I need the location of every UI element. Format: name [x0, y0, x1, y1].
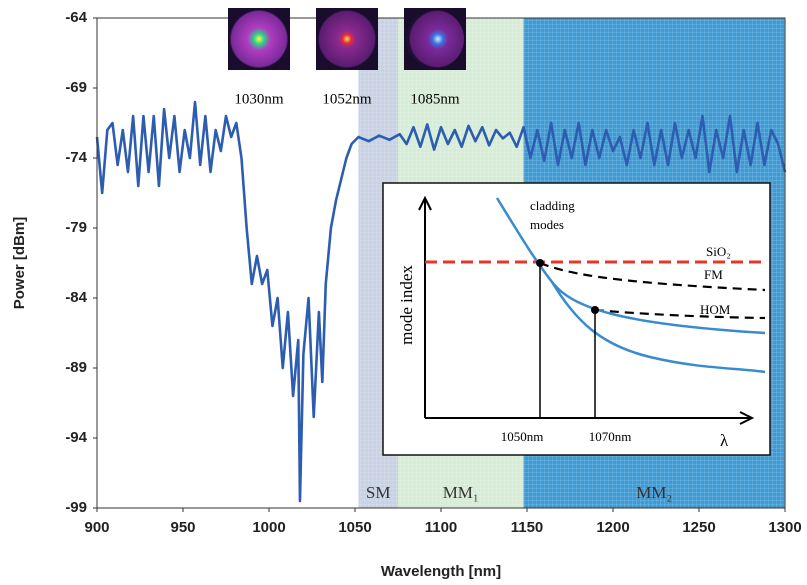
data-line [95, 100, 787, 503]
mode-image-label: 1085nm [410, 91, 460, 107]
x-tick-label: 1050 [338, 519, 371, 536]
inset: cladding modes SiO₂ FM HOM mode index λ … [382, 182, 771, 456]
region-label: MM₂ [636, 483, 672, 502]
marker-dot [591, 306, 599, 314]
x-tick-label: 1200 [596, 519, 629, 536]
x-tick-label: 1250 [682, 519, 715, 536]
y-tick-label: -79 [65, 219, 87, 236]
y-tick-label: -94 [65, 429, 87, 446]
inset-label: 1050nm [501, 429, 544, 444]
x-tick-label: 950 [170, 519, 195, 536]
mode-images: 1030nm 1052nm 1085nm [228, 8, 466, 107]
x-tick-label: 1150 [511, 519, 544, 536]
x-tick-label: 1100 [425, 519, 458, 536]
mode-image-label: 1030nm [234, 91, 284, 107]
marker-dot [536, 259, 544, 267]
inset-frame [382, 182, 771, 456]
y-tick-label: -84 [65, 289, 87, 306]
inset-label: cladding [530, 198, 575, 213]
mode-image [406, 10, 464, 68]
y-tick-label: -89 [65, 359, 87, 376]
x-tick-label: 1300 [768, 519, 801, 536]
hom-curve [594, 308, 766, 320]
y-tick-label: -69 [65, 79, 87, 96]
inset-label: modes [530, 217, 564, 232]
mode-image [318, 10, 376, 68]
x-tick-label: 900 [84, 519, 109, 536]
y-tick-label: -99 [65, 499, 87, 516]
inset-label: FM [704, 267, 723, 282]
inset-label: 1070nm [589, 429, 632, 444]
y-tick-label: -74 [65, 149, 87, 166]
inset-label: HOM [700, 302, 731, 317]
mode-image [230, 10, 288, 68]
inset-x-axis [425, 411, 755, 425]
mode-curve [495, 197, 766, 335]
mode-image-label: 1052nm [322, 91, 372, 107]
mode-curve [550, 281, 766, 374]
inset-y-axis [418, 195, 432, 418]
x-axis-title: Wavelength [nm] [381, 563, 501, 580]
x-tick-label: 1000 [252, 519, 285, 536]
y-axis-title: Power [dBm] [11, 217, 28, 310]
y-tick-label: -64 [65, 9, 87, 26]
plot [95, 100, 787, 503]
region-label: SM [366, 483, 391, 502]
inset-y-label: mode index [397, 265, 416, 345]
inset-x-label: λ [720, 431, 729, 450]
inset-label: SiO₂ [706, 244, 731, 259]
region-label: MM₁ [443, 483, 479, 502]
